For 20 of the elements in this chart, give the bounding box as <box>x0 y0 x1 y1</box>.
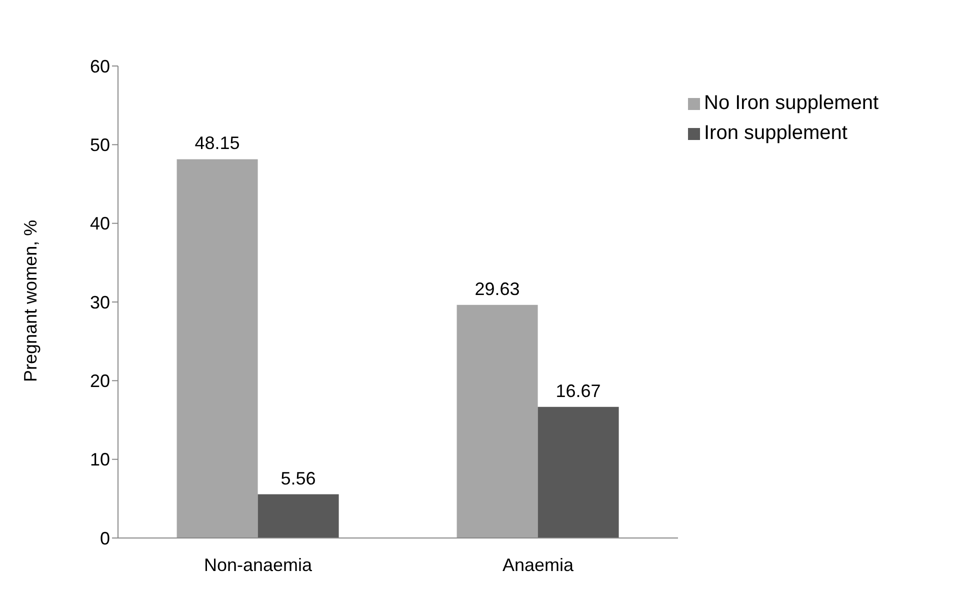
bar <box>258 494 339 538</box>
data-label: 16.67 <box>556 380 601 401</box>
y-axis-title: Pregnant women, % <box>20 220 40 382</box>
data-label: 48.15 <box>194 133 240 154</box>
bar <box>538 406 619 538</box>
y-tick-label: 50 <box>90 135 110 156</box>
legend-label: Iron supplement <box>704 122 848 144</box>
data-label: 5.56 <box>280 468 316 488</box>
legend-label: No Iron supplement <box>704 92 879 114</box>
y-tick-label: 30 <box>90 292 110 312</box>
y-tick-label: 10 <box>90 450 110 470</box>
y-tick-label: 20 <box>90 371 110 392</box>
y-tick-label: 40 <box>90 214 110 234</box>
data-label: 29.63 <box>474 278 520 299</box>
x-tick-label: Non-anaemia <box>204 554 314 575</box>
x-tick-label: Anaemia <box>502 554 575 575</box>
bar <box>456 304 538 538</box>
y-tick-label: 0 <box>100 528 110 548</box>
y-tick-label: 60 <box>90 56 110 76</box>
bar <box>176 159 258 538</box>
